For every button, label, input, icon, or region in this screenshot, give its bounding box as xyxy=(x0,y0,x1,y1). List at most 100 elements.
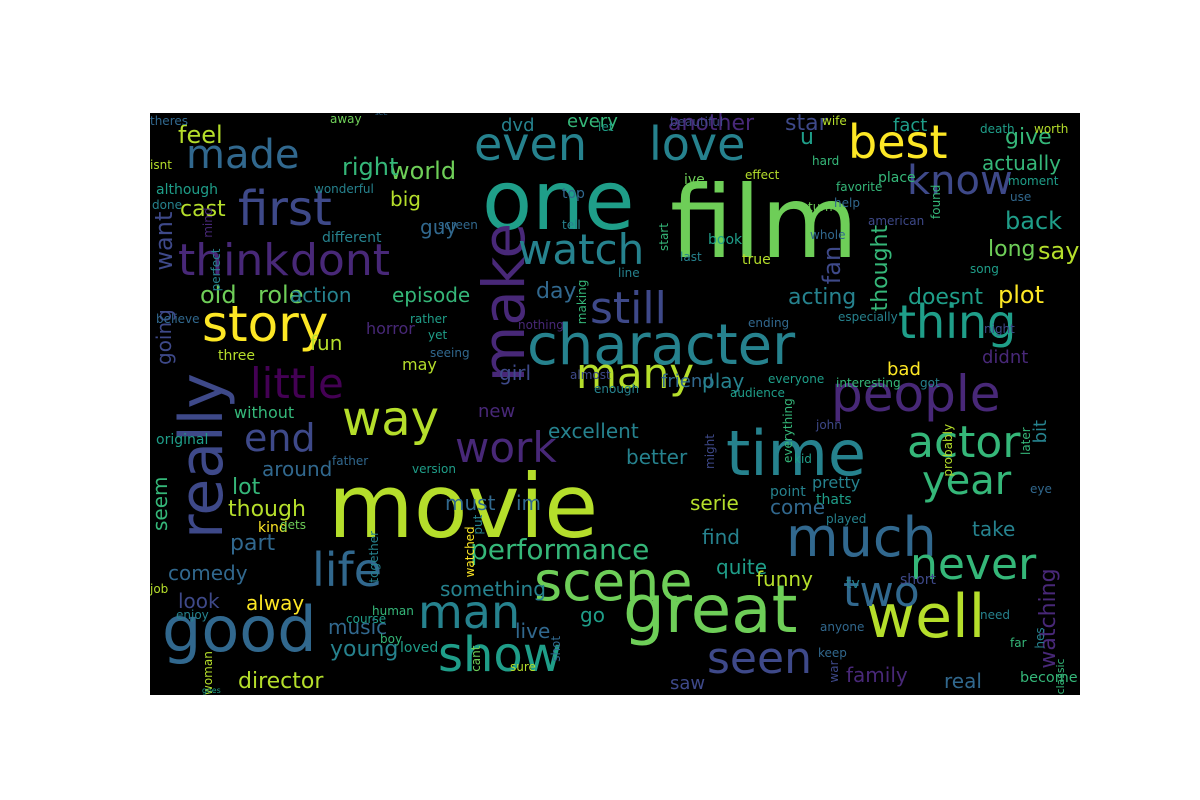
cloud-word-thats: thats xyxy=(816,492,852,508)
cloud-word-kind: kind xyxy=(258,520,288,536)
cloud-word-rather: rather xyxy=(410,312,447,326)
cloud-word-around: around xyxy=(262,457,333,481)
cloud-word-hard: hard xyxy=(812,154,840,168)
cloud-word-found: found xyxy=(929,184,943,219)
cloud-word-say: say xyxy=(1038,237,1080,265)
cloud-word-line: line xyxy=(618,266,640,280)
cloud-word-done: done xyxy=(152,198,182,212)
cloud-word-use: use xyxy=(1010,190,1032,204)
cloud-word-american: american xyxy=(868,214,925,228)
cloud-word-seem: seem xyxy=(150,476,172,531)
cloud-word-seeing: seeing xyxy=(430,346,470,360)
cloud-word-give: give xyxy=(1005,125,1052,150)
cloud-word-short: short xyxy=(900,572,936,588)
cloud-word-show: show xyxy=(438,627,563,683)
cloud-word-director: director xyxy=(238,669,324,694)
cloud-word-pretty: pretty xyxy=(812,473,861,492)
cloud-word-ending: ending xyxy=(748,316,790,330)
cloud-word-better: better xyxy=(626,445,688,469)
cloud-word-comedy: comedy xyxy=(168,561,248,585)
cloud-word-play: play xyxy=(702,369,745,393)
cloud-word-enjoy: enjoy xyxy=(176,608,209,622)
cloud-word-keep: keep xyxy=(818,646,847,660)
cloud-word-work: work xyxy=(455,423,557,472)
cloud-word-eye: eye xyxy=(1030,482,1052,496)
cloud-word-without: without xyxy=(234,403,295,422)
cloud-word-first: first xyxy=(238,181,332,237)
cloud-word-thought: thought xyxy=(868,224,893,312)
cloud-word-hes: hes xyxy=(1033,627,1047,649)
cloud-word-cant: cant xyxy=(469,645,483,672)
cloud-word-effect: effect xyxy=(745,168,780,182)
cloud-word-moment: moment xyxy=(1008,174,1059,188)
cloud-word-really: really xyxy=(167,373,237,539)
cloud-word-funny: funny xyxy=(756,567,813,591)
cloud-word-never: never xyxy=(910,539,1037,590)
cloud-word-though: though xyxy=(228,497,306,522)
cloud-word-wonderful: wonderful xyxy=(314,182,374,196)
cloud-word-know: know xyxy=(907,158,1013,204)
cloud-word-kid: kid xyxy=(794,452,812,466)
cloud-word-plot: plot xyxy=(998,281,1044,309)
cloud-word-believe: believe xyxy=(156,312,200,326)
word-cloud-canvas: movie film one character time great good make st… xyxy=(150,113,1080,695)
cloud-word-wife: wife xyxy=(822,114,847,128)
cloud-word-real: real xyxy=(944,669,982,693)
cloud-word-although: although xyxy=(156,182,219,198)
cloud-word-go: go xyxy=(580,603,605,627)
cloud-word-im: im xyxy=(516,491,542,515)
cloud-word-serie: serie xyxy=(690,491,739,515)
cloud-word-beautiful: beautiful xyxy=(670,115,724,129)
cloud-word-back: back xyxy=(1005,207,1063,235)
cloud-word-probably: probably xyxy=(941,423,955,477)
cloud-word-thing: thing xyxy=(898,295,1017,349)
cloud-word-story: story xyxy=(202,295,329,353)
cloud-word-favorite: favorite xyxy=(836,180,883,194)
cloud-word-bit: bit xyxy=(1030,419,1051,444)
cloud-word-music: music xyxy=(328,615,388,639)
cloud-word-action: action xyxy=(290,283,352,307)
cloud-word-far: far xyxy=(1010,636,1027,650)
cloud-word-goes: goes xyxy=(202,686,221,695)
cloud-word-watched: watched xyxy=(463,526,477,578)
cloud-word-interesting: interesting xyxy=(836,376,901,390)
cloud-word-actually: actually xyxy=(982,151,1061,175)
cloud-word-course: course xyxy=(346,612,387,626)
cloud-word-much: much xyxy=(786,506,937,569)
cloud-word-original: original xyxy=(156,432,209,448)
cloud-word-see: see xyxy=(375,113,388,116)
cloud-word-whole: whole xyxy=(810,228,846,242)
cloud-word-almost: almost xyxy=(570,368,611,382)
cloud-word-shot: shot xyxy=(549,635,563,662)
cloud-word-part: part xyxy=(230,531,276,556)
cloud-word-many: many xyxy=(576,349,695,398)
cloud-word-everything: everything xyxy=(781,398,795,463)
cloud-word-last: last xyxy=(680,250,702,264)
cloud-word-classic: classic xyxy=(1054,658,1067,695)
cloud-word-theres: theres xyxy=(150,114,188,128)
cloud-word-isnt: isnt xyxy=(150,158,172,172)
cloud-word-fact: fact xyxy=(893,115,928,136)
cloud-word-well: well xyxy=(866,582,986,652)
cloud-word-think: think xyxy=(178,235,289,286)
cloud-word-year: year xyxy=(922,458,1012,504)
cloud-word-something: something xyxy=(440,577,546,601)
cloud-word-alway: alway xyxy=(246,591,305,615)
cloud-word-death: death xyxy=(980,122,1015,136)
cloud-word-long: long xyxy=(988,237,1036,262)
cloud-word-father: father xyxy=(332,454,369,468)
cloud-word-made: made xyxy=(186,132,300,178)
cloud-word-scene: scene xyxy=(534,550,693,613)
cloud-word-three: three xyxy=(218,348,256,364)
cloud-word-fan: fan xyxy=(818,245,846,285)
cloud-word-together: together xyxy=(367,530,381,583)
cloud-word-horror: horror xyxy=(366,319,415,338)
cloud-word-man: man xyxy=(418,585,521,639)
cloud-word-life: life xyxy=(312,543,383,597)
cloud-word-dont: dont xyxy=(290,235,390,286)
cloud-word-good: good xyxy=(162,593,317,666)
cloud-word-away: away xyxy=(330,113,362,126)
cloud-word-dvd: dvd xyxy=(501,115,535,136)
cloud-word-come: come xyxy=(770,495,826,519)
cloud-word-top: top xyxy=(562,186,585,202)
